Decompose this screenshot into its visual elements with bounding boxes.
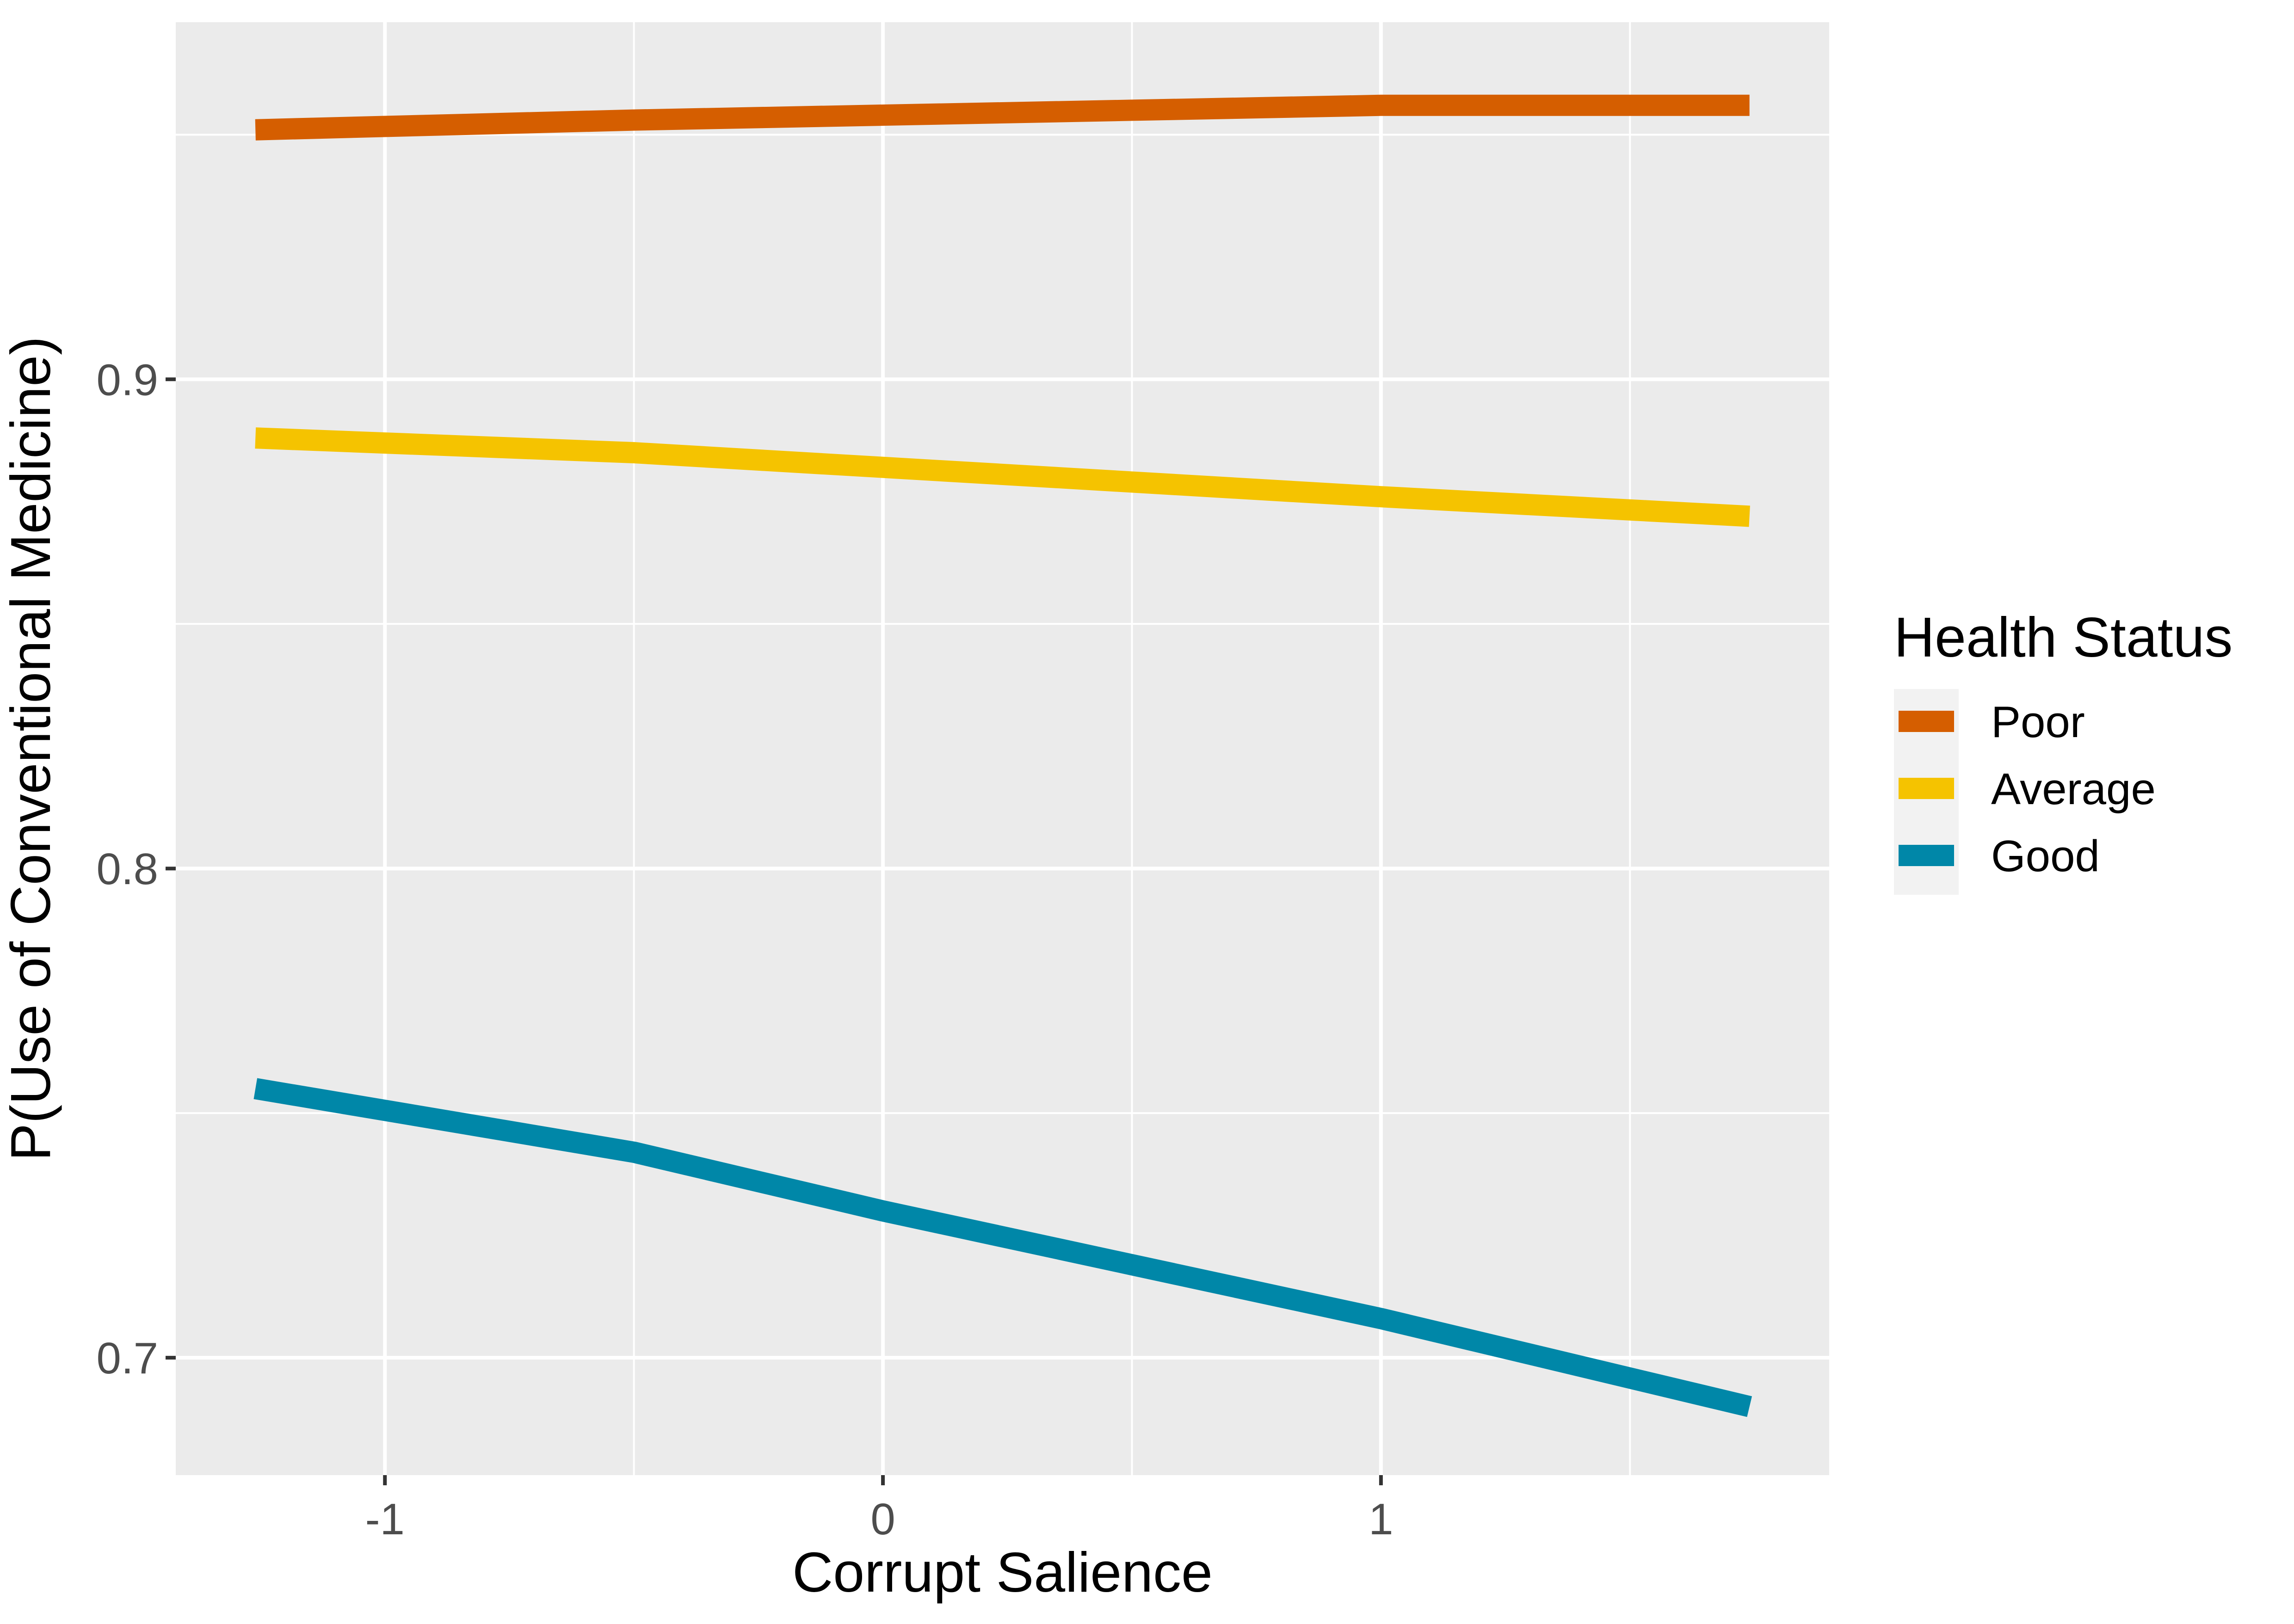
x-tick-label: -1 xyxy=(365,1495,405,1544)
y-tick-label: 0.7 xyxy=(97,1334,158,1383)
plot-panel xyxy=(176,22,1829,1475)
x-tick-label: 0 xyxy=(870,1495,895,1544)
legend-title: Health Status xyxy=(1894,606,2232,669)
legend-items: Poor Average Good xyxy=(1899,697,2156,881)
series-line-good xyxy=(253,1078,1752,1417)
y-axis: 0.7 0.8 0.9 xyxy=(97,355,176,1383)
series-lines xyxy=(253,94,1752,1417)
y-tick-label: 0.8 xyxy=(97,844,158,894)
legend-label-average: Average xyxy=(1991,764,2156,814)
x-axis: -1 0 1 xyxy=(365,1475,1394,1544)
x-tick-label: 1 xyxy=(1369,1495,1393,1544)
legend-label-good: Good xyxy=(1991,831,2100,881)
legend: Health Status Poor Average Good xyxy=(1894,606,2232,895)
series-line-average xyxy=(255,427,1750,527)
series-line-poor xyxy=(255,94,1750,141)
x-axis-title: Corrupt Salience xyxy=(792,1541,1213,1604)
y-tick-label: 0.9 xyxy=(97,355,158,405)
legend-label-poor: Poor xyxy=(1991,697,2085,747)
y-axis-title: P(Use of Conventional Medicine) xyxy=(0,336,62,1161)
